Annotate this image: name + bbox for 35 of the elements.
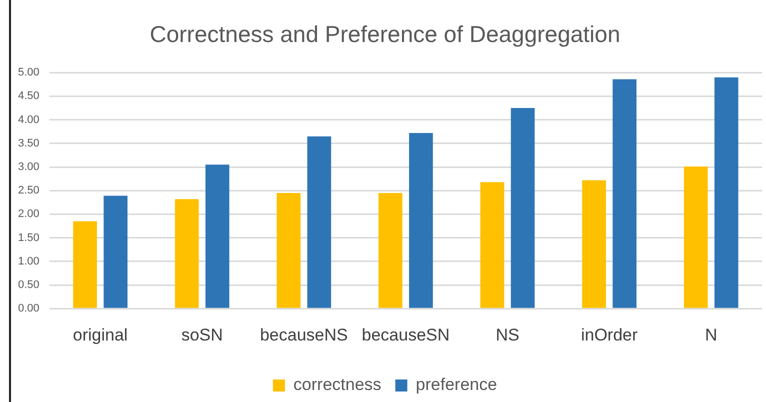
x-tick-label: soSN bbox=[181, 325, 223, 344]
x-tick-label: inOrder bbox=[580, 325, 638, 344]
bar bbox=[73, 221, 97, 308]
bar bbox=[276, 192, 301, 308]
y-tick-label: 2.50 bbox=[18, 184, 40, 197]
y-tick-label: 3.00 bbox=[18, 161, 40, 174]
x-tick-label: NS bbox=[496, 325, 520, 344]
y-tick-label: 5.00 bbox=[18, 66, 40, 79]
bar bbox=[510, 108, 535, 308]
y-tick-label: 4.50 bbox=[18, 90, 40, 102]
bar bbox=[104, 196, 128, 308]
bar bbox=[205, 164, 230, 308]
y-tick-label: 3.50 bbox=[18, 137, 40, 150]
bar bbox=[307, 136, 332, 308]
y-tick-label: 0.00 bbox=[18, 302, 40, 315]
y-tick-label: 0.50 bbox=[18, 279, 40, 292]
y-tick-label: 2.00 bbox=[18, 208, 40, 220]
bar bbox=[582, 180, 606, 308]
bar bbox=[378, 192, 402, 308]
x-tick-label: becauseSN bbox=[362, 325, 450, 344]
y-tick-label: 4.00 bbox=[18, 114, 40, 126]
x-tick-label: original bbox=[72, 325, 128, 344]
bar bbox=[714, 77, 738, 308]
bar bbox=[409, 133, 433, 308]
y-tick-label: 1.00 bbox=[18, 255, 40, 268]
y-tick-label: 1.50 bbox=[18, 232, 40, 244]
chart-title: Correctness and Preference of Deaggregation bbox=[150, 21, 620, 48]
legend-label: preference bbox=[416, 375, 498, 394]
bar bbox=[684, 166, 708, 308]
x-tick-label: becauseNS bbox=[260, 325, 348, 344]
bar bbox=[174, 199, 199, 308]
x-tick-label: N bbox=[704, 325, 718, 344]
bar bbox=[480, 182, 504, 308]
legend-label: correctness bbox=[293, 375, 382, 394]
bar bbox=[612, 79, 636, 308]
